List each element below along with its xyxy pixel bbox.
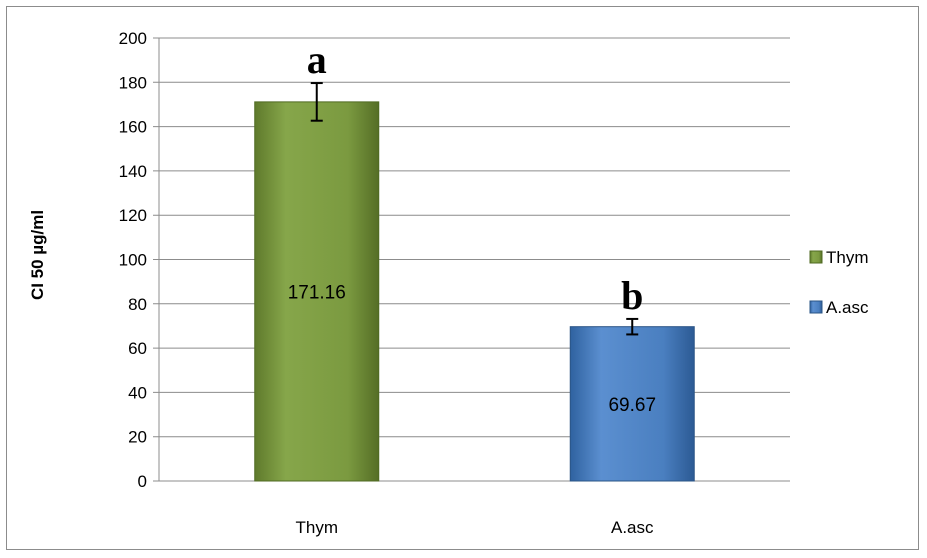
y-tick-label: 100 <box>119 251 147 270</box>
y-axis-ticks: 0 20 40 60 80 100 120 140 160 180 200 <box>119 29 147 491</box>
y-tick-label: 40 <box>128 383 147 402</box>
data-label: 69.67 <box>608 395 656 416</box>
x-category-label: Thym <box>296 518 339 537</box>
legend-entry-label: Thym <box>826 248 869 267</box>
bar-a-asc <box>569 326 695 482</box>
data-label: 171.16 <box>288 282 346 303</box>
y-tick-label: 20 <box>128 428 147 447</box>
significance-letter: b <box>621 273 643 318</box>
significance-letter: a <box>307 37 327 82</box>
legend: Thym A.asc <box>809 248 869 317</box>
y-tick-label: 160 <box>119 118 147 137</box>
y-tick-label: 200 <box>119 29 147 48</box>
y-tick-label: 80 <box>128 295 147 314</box>
bar-chart: 0 20 40 60 80 100 120 140 160 180 200 171.16 a Thym 6… <box>28 29 869 537</box>
chart-area: 0 20 40 60 80 100 120 140 160 180 200 171.16 a Thym 6… <box>6 6 919 550</box>
bar-thym <box>254 101 380 482</box>
y-tick-label: 120 <box>119 206 147 225</box>
y-tick-label: 180 <box>119 73 147 92</box>
legend-swatch <box>809 250 823 264</box>
y-axis-title: CI 50 µg/ml <box>28 210 47 300</box>
y-tick-label: 140 <box>119 162 147 181</box>
legend-entry-label: A.asc <box>826 298 869 317</box>
x-category-label: A.asc <box>611 518 654 537</box>
legend-swatch <box>809 300 823 314</box>
labels: 171.16 a Thym 69.67 b A.asc <box>288 37 656 537</box>
y-tick-label: 0 <box>138 472 147 491</box>
y-tick-label: 60 <box>128 339 147 358</box>
bars <box>254 82 695 482</box>
